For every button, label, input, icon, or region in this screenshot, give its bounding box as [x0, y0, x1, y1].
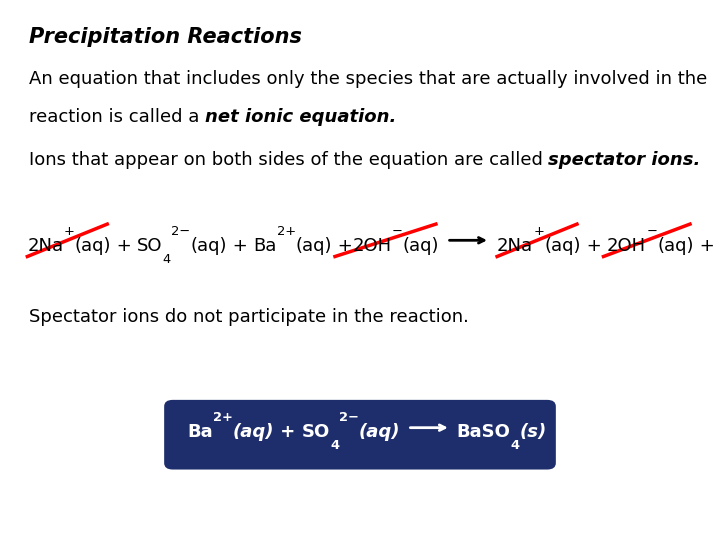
- Text: (aq): (aq): [403, 237, 439, 255]
- Text: net ionic equation.: net ionic equation.: [205, 108, 396, 126]
- FancyBboxPatch shape: [164, 400, 556, 469]
- Text: BaSO: BaSO: [456, 423, 510, 441]
- Text: spectator ions.: spectator ions.: [549, 151, 701, 169]
- Text: (aq): (aq): [190, 237, 227, 255]
- Text: (aq): (aq): [359, 423, 400, 441]
- Text: −: −: [392, 225, 403, 238]
- Text: 2+: 2+: [276, 225, 296, 238]
- Text: +: +: [227, 237, 253, 255]
- Text: (aq): (aq): [657, 237, 693, 255]
- Text: +: +: [332, 237, 353, 255]
- Text: 2−: 2−: [171, 225, 190, 238]
- Text: Spectator ions do not participate in the reaction.: Spectator ions do not participate in the…: [29, 308, 469, 326]
- Text: 4: 4: [510, 439, 519, 453]
- Text: +: +: [274, 423, 302, 441]
- Text: 2Na: 2Na: [497, 237, 534, 255]
- Text: 2Na: 2Na: [27, 237, 63, 255]
- Text: Ba: Ba: [253, 237, 276, 255]
- Text: (aq): (aq): [233, 423, 274, 441]
- Text: +: +: [63, 225, 74, 238]
- Text: 2+: 2+: [213, 411, 233, 424]
- Text: (aq): (aq): [296, 237, 332, 255]
- Text: (aq): (aq): [74, 237, 111, 255]
- Text: 2OH: 2OH: [607, 237, 647, 255]
- Text: +: +: [111, 237, 138, 255]
- Text: +: +: [580, 237, 607, 255]
- Text: reaction is called a: reaction is called a: [29, 108, 205, 126]
- Text: 2−: 2−: [339, 411, 359, 424]
- Text: Precipitation Reactions: Precipitation Reactions: [29, 27, 302, 47]
- Text: (aq): (aq): [544, 237, 580, 255]
- Text: Ions that appear on both sides of the equation are called: Ions that appear on both sides of the eq…: [29, 151, 549, 169]
- Text: 4: 4: [330, 439, 339, 453]
- Text: 2OH: 2OH: [353, 237, 392, 255]
- Text: +: +: [693, 237, 720, 255]
- Text: −: −: [647, 225, 657, 238]
- Text: 4: 4: [163, 253, 171, 266]
- Text: SO: SO: [302, 423, 330, 441]
- Text: An equation that includes only the species that are actually involved in the: An equation that includes only the speci…: [29, 70, 707, 88]
- Text: (s): (s): [519, 423, 546, 441]
- Text: SO: SO: [138, 237, 163, 255]
- Text: Ba: Ba: [187, 423, 213, 441]
- Text: +: +: [534, 225, 544, 238]
